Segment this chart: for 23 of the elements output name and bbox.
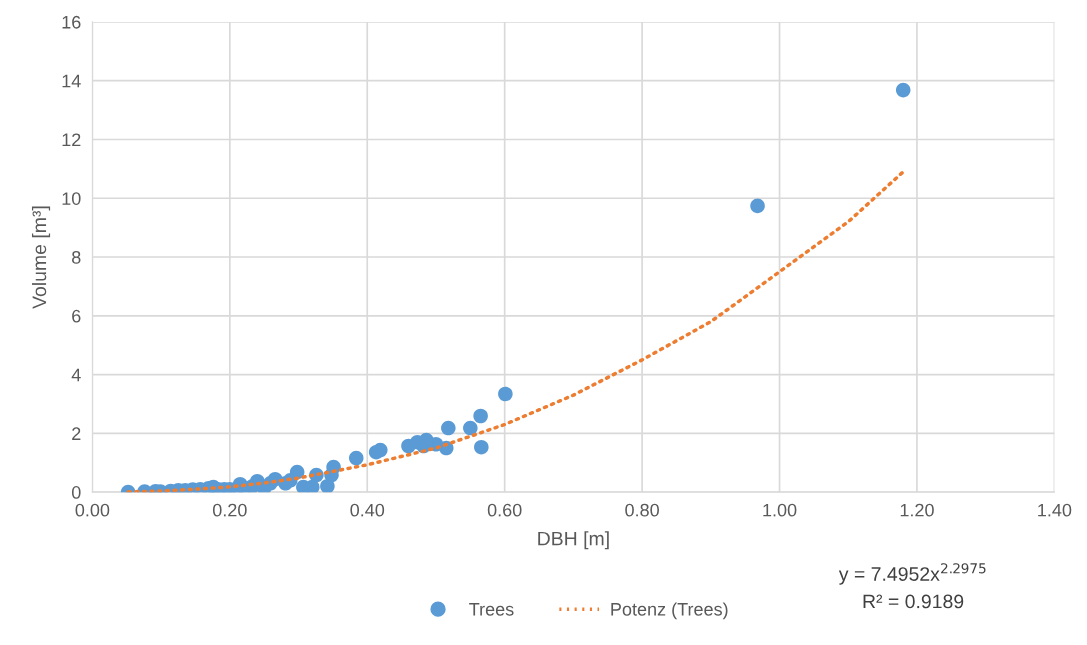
y-tick-label: 6	[72, 309, 81, 323]
x-tick-label: 1.40	[1038, 503, 1072, 517]
x-tick-label: 0.20	[212, 503, 247, 517]
y-tick-label: 4	[71, 368, 81, 382]
y-tick-label: 14	[62, 74, 81, 88]
x-tick-label: 1.00	[763, 503, 797, 517]
x-axis-title: DBH [m]	[538, 531, 609, 550]
text: y = 7.4952x$^{2.2975}$	[838, 563, 986, 585]
y-tick-label: 16	[62, 15, 81, 29]
legend-label: Potenz (Trees)	[611, 602, 728, 620]
y-tick-label: 2	[72, 427, 81, 440]
x-tick-label: 1.20	[900, 503, 934, 517]
text: R² = 0.9189	[863, 594, 964, 609]
y-tick-label: 8	[72, 250, 81, 264]
y-tick-label: 10	[62, 192, 81, 205]
y-tick-label: 12	[62, 133, 81, 147]
x-tick-label: 0.60	[487, 503, 522, 517]
y-tick-label: 0	[71, 486, 81, 499]
x-tick-label: 0.40	[350, 503, 385, 517]
y-axis-title: Volume [m³]	[31, 206, 51, 309]
legend-label: Trees	[469, 603, 514, 616]
x-tick-label: 0.00	[75, 503, 110, 517]
x-tick-label: 0.80	[625, 503, 659, 517]
